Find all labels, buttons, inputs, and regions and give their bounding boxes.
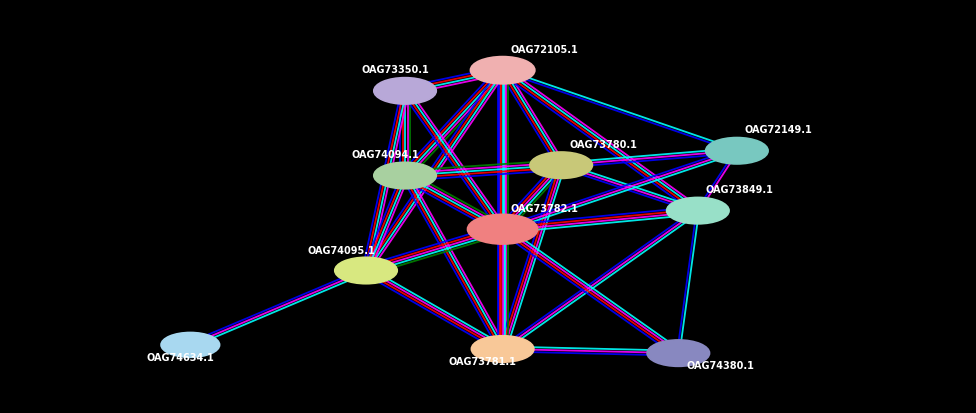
Text: OAG74095.1: OAG74095.1 — [307, 246, 375, 256]
Circle shape — [468, 214, 538, 244]
Circle shape — [374, 78, 436, 104]
Text: OAG73350.1: OAG73350.1 — [361, 65, 428, 75]
Text: OAG73849.1: OAG73849.1 — [706, 185, 774, 195]
Circle shape — [667, 197, 729, 224]
Text: OAG73781.1: OAG73781.1 — [449, 357, 517, 367]
Text: OAG72149.1: OAG72149.1 — [745, 125, 812, 135]
Text: OAG73782.1: OAG73782.1 — [510, 204, 579, 214]
Circle shape — [470, 57, 535, 84]
Text: OAG74094.1: OAG74094.1 — [351, 150, 419, 160]
Text: OAG74634.1: OAG74634.1 — [146, 354, 214, 363]
Circle shape — [471, 336, 534, 362]
Circle shape — [161, 332, 220, 357]
Circle shape — [706, 138, 768, 164]
Circle shape — [530, 152, 592, 178]
Text: OAG73780.1: OAG73780.1 — [569, 140, 637, 150]
Circle shape — [647, 340, 710, 366]
Circle shape — [374, 162, 436, 189]
Text: OAG74380.1: OAG74380.1 — [686, 361, 754, 371]
Text: OAG72105.1: OAG72105.1 — [510, 45, 578, 55]
Circle shape — [335, 257, 397, 284]
